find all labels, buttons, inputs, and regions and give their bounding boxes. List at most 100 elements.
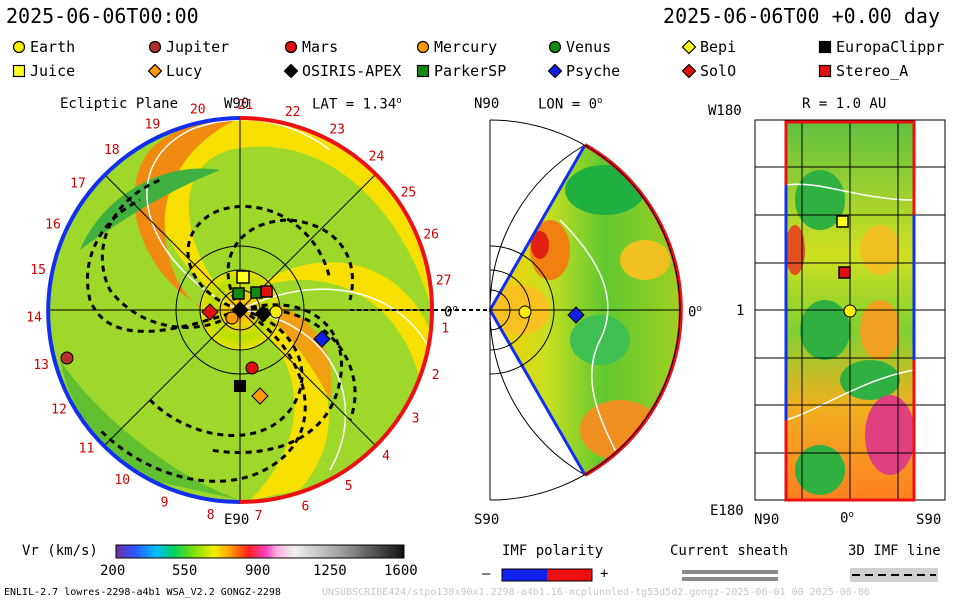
time-stamp-left: 2025-06-06T00:00	[6, 4, 199, 28]
circle-marker-icon	[284, 40, 298, 54]
imf3d-line-sample	[850, 568, 938, 582]
circle-marker-icon	[148, 40, 162, 54]
radial-panel	[754, 119, 946, 502]
carrington-tick-12: 12	[51, 402, 67, 417]
legend-label: ParkerSP	[434, 62, 507, 80]
carrington-tick-22: 22	[285, 105, 301, 120]
legend-item-psyche: Psyche	[548, 62, 620, 80]
radial-top-left-label: W180	[708, 103, 742, 119]
imf-polarity-bar	[501, 568, 593, 582]
imf-minus-sign: –	[482, 566, 491, 582]
carrington-tick-20: 20	[190, 102, 206, 117]
imf-plus-sign: +	[600, 566, 609, 582]
radial-tick-s90: S90	[916, 512, 942, 528]
current-sheath-label: Current sheath	[670, 543, 789, 559]
legend-item-bepi: Bepi	[682, 38, 736, 56]
imf-polarity-label: IMF polarity	[502, 543, 604, 559]
ecliptic-lat-label: LAT = 1.34o	[312, 96, 402, 113]
carrington-tick-5: 5	[345, 479, 353, 494]
carrington-tick-7: 7	[255, 509, 263, 524]
carrington-tick-26: 26	[423, 227, 439, 242]
legend-label: Venus	[566, 38, 612, 56]
carrington-tick-15: 15	[30, 263, 46, 278]
carrington-tick-27: 27	[436, 274, 452, 289]
diamond-marker-icon	[148, 64, 162, 78]
carrington-tick-4: 4	[382, 449, 390, 464]
legend-label: OSIRIS-APEX	[302, 62, 402, 80]
carrington-tick-2: 2	[432, 368, 440, 383]
meridional-right-label: 0o	[688, 304, 702, 321]
radial-title: R = 1.0 AU	[802, 96, 887, 112]
legend-label: Mercury	[434, 38, 498, 56]
legend-label: Jupiter	[166, 38, 230, 56]
carrington-tick-3: 3	[412, 412, 420, 427]
meridional-wedge	[488, 119, 683, 501]
legend-label: Bepi	[700, 38, 737, 56]
legend-label: Psyche	[566, 62, 621, 80]
ecliptic-markers	[60, 270, 331, 405]
carrington-tick-14: 14	[26, 311, 42, 326]
legend-item-mars: Mars	[284, 38, 338, 56]
carrington-tick-10: 10	[114, 473, 130, 488]
legend-label: EuropaClippr	[836, 38, 945, 56]
legend-item-venus: Venus	[548, 38, 611, 56]
legend-item-mercury: Mercury	[416, 38, 497, 56]
run-info-footer: ENLIL-2.7 lowres-2298-a4b1 WSA_V2.2 GONG…	[4, 587, 281, 598]
velocity-colorbar	[115, 544, 405, 559]
square-marker-icon	[12, 64, 26, 78]
colorbar-tick-200: 200	[100, 563, 126, 579]
legend-item-solo: SolO	[682, 62, 736, 80]
meridional-top-label: N90	[474, 96, 500, 112]
legend-item-osiris-apex: OSIRIS-APEX	[284, 62, 401, 80]
carrington-tick-13: 13	[33, 358, 49, 373]
legend-label: Earth	[30, 38, 76, 56]
colorbar-tick-900: 900	[245, 563, 271, 579]
carrington-tick-23: 23	[329, 122, 345, 137]
meridional-bottom-label: S90	[474, 512, 500, 528]
circle-marker-icon	[12, 40, 26, 54]
imf3d-label: 3D IMF line	[848, 543, 941, 559]
square-marker-icon	[818, 40, 832, 54]
carrington-tick-6: 6	[301, 499, 309, 514]
legend-label: Juice	[30, 62, 76, 80]
carrington-tick-17: 17	[70, 177, 86, 192]
circle-marker-icon	[416, 40, 430, 54]
legend-label: Lucy	[166, 62, 203, 80]
radial-bottom-left-label: E180	[710, 503, 744, 519]
time-stamp-right: 2025-06-06T00 +0.00 day	[663, 4, 940, 28]
carrington-tick-21: 21	[238, 98, 254, 113]
legend-item-earth: Earth	[12, 38, 75, 56]
diamond-marker-icon	[682, 64, 696, 78]
diamond-marker-icon	[548, 64, 562, 78]
carrington-tick-9: 9	[161, 496, 169, 511]
legend-item-stereo-a: Stereo_A	[818, 62, 908, 80]
carrington-tick-16: 16	[45, 218, 61, 233]
carrington-tick-8: 8	[207, 508, 215, 523]
circle-marker-icon	[548, 40, 562, 54]
radial-tick-n90: N90	[754, 512, 780, 528]
legend-label: Mars	[302, 38, 339, 56]
legend-item-jupiter: Jupiter	[148, 38, 229, 56]
square-marker-icon	[818, 64, 832, 78]
carrington-tick-19: 19	[145, 118, 161, 133]
colorbar-tick-550: 550	[172, 563, 198, 579]
carrington-tick-1: 1	[441, 321, 449, 336]
ecliptic-disk	[46, 116, 490, 505]
meridional-lon-label: LON = 0o	[538, 96, 603, 113]
radial-tick-0: 0o	[840, 510, 854, 527]
ecliptic-bottom-label: E90	[224, 512, 250, 528]
colorbar-tick-1250: 1250	[313, 563, 347, 579]
legend-item-parkersp: ParkerSP	[416, 62, 506, 80]
ecliptic-title: Ecliptic Plane	[60, 96, 179, 112]
legend-item-lucy: Lucy	[148, 62, 202, 80]
diamond-marker-icon	[284, 64, 298, 78]
colorbar-label: Vr (km/s)	[22, 543, 98, 559]
current-sheath-sample	[682, 570, 778, 581]
square-marker-icon	[416, 64, 430, 78]
carrington-tick-11: 11	[79, 441, 95, 456]
carrington-tick-25: 25	[401, 185, 417, 200]
carrington-tick-24: 24	[369, 150, 385, 165]
legend-label: Stereo_A	[836, 62, 909, 80]
